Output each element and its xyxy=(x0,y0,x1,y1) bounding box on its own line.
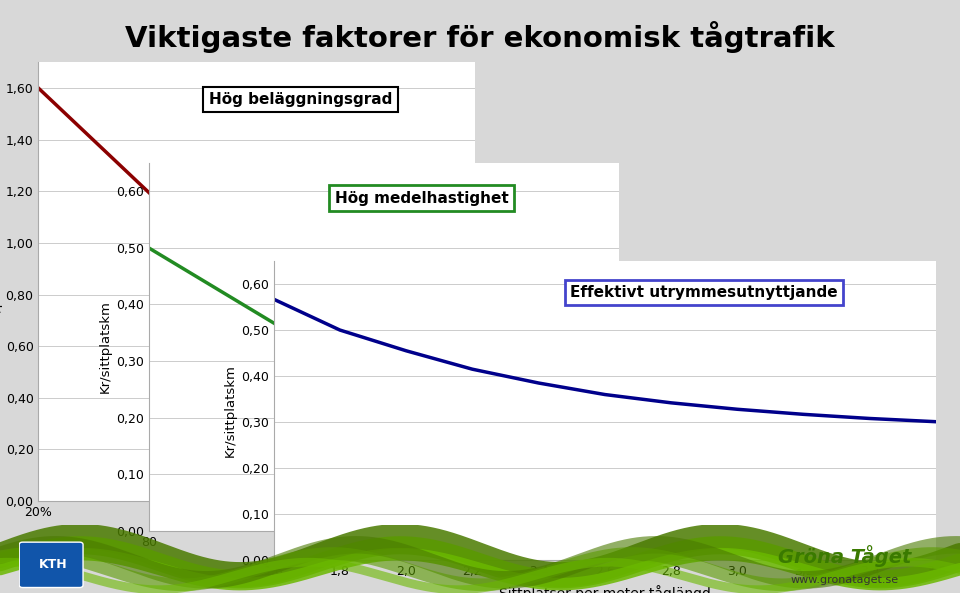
FancyBboxPatch shape xyxy=(19,542,83,588)
Text: KTH: KTH xyxy=(38,559,67,571)
Text: Hög beläggningsgrad: Hög beläggningsgrad xyxy=(208,92,393,107)
Text: Viktigaste faktorer för ekonomisk tågtrafik: Viktigaste faktorer för ekonomisk tågtra… xyxy=(125,21,835,53)
Y-axis label: Kr/sittplatskm: Kr/sittplatskm xyxy=(99,301,111,393)
X-axis label: Sittplatser per meter tåglängd: Sittplatser per meter tåglängd xyxy=(499,585,710,593)
Text: www.gronataget.se: www.gronataget.se xyxy=(791,575,899,585)
Text: Gröna Tåget: Gröna Tåget xyxy=(779,545,911,568)
Y-axis label: Kr/sittplatskm: Kr/sittplatskm xyxy=(224,364,236,457)
Y-axis label: Kr/personkm: Kr/personkm xyxy=(0,239,1,324)
Text: Hög medelhastighet: Hög medelhastighet xyxy=(335,190,509,206)
Text: Effektivt utrymmesutnyttjande: Effektivt utrymmesutnyttjande xyxy=(570,285,838,300)
